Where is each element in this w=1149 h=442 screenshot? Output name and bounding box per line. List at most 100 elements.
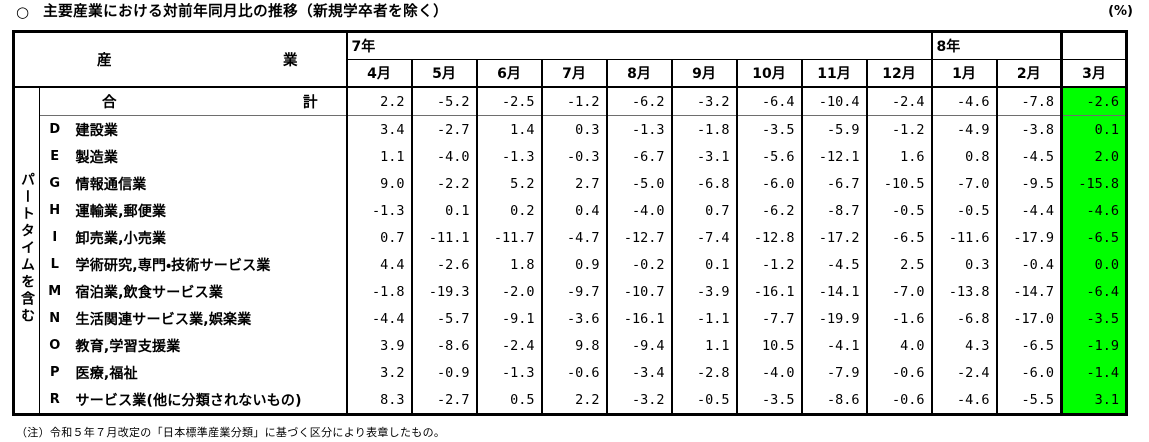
value-cell: -11.7 bbox=[475, 224, 542, 251]
month-header-row: 4月 5月 6月 7月 8月 9月 10月 11月 12月 1月 2月 3月 bbox=[14, 59, 1127, 88]
value-cell: -5.9 bbox=[800, 115, 867, 143]
industry-code: L bbox=[50, 257, 59, 272]
industry-code: R bbox=[49, 392, 60, 407]
total-label-left: 合 bbox=[102, 95, 117, 111]
industry-name: 卸売業,小売業 bbox=[75, 230, 167, 247]
value-cell: 4.3 bbox=[930, 332, 997, 359]
value-cell: -4.5 bbox=[995, 143, 1062, 170]
value-cell: -0.6 bbox=[540, 359, 607, 386]
value-cell: -9.5 bbox=[995, 170, 1062, 197]
industry-name: 建設業 bbox=[75, 122, 119, 139]
value-cell: 0.4 bbox=[540, 197, 607, 224]
value-cell: -12.7 bbox=[605, 224, 672, 251]
value-cell: -2.5 bbox=[475, 87, 542, 116]
value-cell: 10.5 bbox=[735, 332, 802, 359]
month-header: 6月 bbox=[475, 59, 542, 88]
industry-name: 製造業 bbox=[75, 149, 119, 166]
value-cell: -14.7 bbox=[995, 278, 1062, 305]
value-cell: -4.9 bbox=[930, 115, 997, 143]
value-cell: -19.3 bbox=[410, 278, 477, 305]
unit-label-percent: (%) bbox=[1108, 4, 1133, 19]
industry-name: 運輸業,郵便業 bbox=[75, 203, 167, 220]
industry-name: 生活関連サービス業,娯楽業 bbox=[75, 311, 252, 328]
title-text: 主要産業における対前年同月比の推移（新規学卒者を除く） bbox=[43, 4, 449, 20]
value-cell: 3.4 bbox=[345, 115, 412, 143]
value-cell-march: -1.9 bbox=[1060, 332, 1127, 359]
value-cell: 2.2 bbox=[540, 386, 607, 415]
value-cell: -16.1 bbox=[605, 305, 672, 332]
industry-row: M 宿泊業,飲食サービス業 -1.8 -19.3 -2.0 -9.7 -10.7 -3.9 -1… bbox=[14, 278, 1127, 305]
value-cell-march: -1.4 bbox=[1060, 359, 1127, 386]
value-cell: -1.2 bbox=[735, 251, 802, 278]
value-cell-march: -4.6 bbox=[1060, 197, 1127, 224]
value-cell: -4.7 bbox=[540, 224, 607, 251]
industry-name: 医療,福祉 bbox=[75, 365, 138, 382]
value-cell: -5.6 bbox=[735, 143, 802, 170]
industry-name: 情報通信業 bbox=[75, 176, 147, 193]
value-cell: -4.1 bbox=[800, 332, 867, 359]
value-cell-march: -2.6 bbox=[1060, 87, 1127, 116]
industry-column-header: 産 業 bbox=[13, 31, 347, 88]
value-cell-march: 2.0 bbox=[1060, 143, 1127, 170]
value-cell: -1.3 bbox=[605, 115, 672, 143]
value-cell-march: -6.4 bbox=[1060, 278, 1127, 305]
value-cell: -10.5 bbox=[865, 170, 932, 197]
value-cell: -9.7 bbox=[540, 278, 607, 305]
value-cell: -6.7 bbox=[800, 170, 867, 197]
side-label-including-part-time: パートタイムを含む bbox=[13, 87, 40, 415]
industry-row: G 情報通信業 9.0 -2.2 5.2 2.7 -5.0 -6.8 -6.0 -6.7 -10.5… bbox=[14, 170, 1127, 197]
industry-header-right: 業 bbox=[283, 53, 298, 69]
value-cell: 1.6 bbox=[865, 143, 932, 170]
value-cell: -7.0 bbox=[930, 170, 997, 197]
side-label-text: パートタイムを含む bbox=[19, 172, 35, 325]
industry-name: 宿泊業,飲食サービス業 bbox=[75, 284, 224, 301]
value-cell: 0.2 bbox=[475, 197, 542, 224]
value-cell: 9.0 bbox=[345, 170, 412, 197]
month-header: 12月 bbox=[865, 59, 932, 88]
value-cell: -3.9 bbox=[670, 278, 737, 305]
industry-row: E 製造業 1.1 -4.0 -1.3 -0.3 -6.7 -3.1 -5.6 -12.1 1.6 0… bbox=[14, 143, 1127, 170]
value-cell: -19.9 bbox=[800, 305, 867, 332]
value-cell: -5.7 bbox=[410, 305, 477, 332]
value-cell: 0.3 bbox=[930, 251, 997, 278]
value-cell: 4.4 bbox=[345, 251, 412, 278]
value-cell: -0.6 bbox=[865, 386, 932, 415]
total-row: パートタイムを含む合計 2.2 -5.2 -2.5 -1.2 -6.2 -3.2 -6.4 -1… bbox=[13, 87, 1127, 415]
industry-code: P bbox=[49, 365, 60, 380]
industry-row: D 建設業 3.4 -2.7 1.4 0.3 -1.3 -1.8 -3.5 -5.9 -1.2 -4.… bbox=[14, 115, 1127, 143]
value-cell: -17.9 bbox=[995, 224, 1062, 251]
value-cell: 1.8 bbox=[475, 251, 542, 278]
month-header: 4月 bbox=[345, 59, 412, 88]
value-cell: -2.4 bbox=[475, 332, 542, 359]
title-bullet-circle: ○ bbox=[16, 3, 30, 21]
value-cell: 2.5 bbox=[865, 251, 932, 278]
industry-code: O bbox=[49, 338, 61, 353]
industry-row: L 学術研究,専門・技術サービス業 4.4 -2.6 1.8 0.9 -0.2 0.1 -1.2… bbox=[14, 251, 1127, 278]
month-header: 9月 bbox=[670, 59, 737, 88]
value-cell: -3.2 bbox=[605, 386, 672, 415]
value-cell: -6.0 bbox=[995, 359, 1062, 386]
value-cell: -0.5 bbox=[670, 386, 737, 415]
table-header: 産 業 7年 8年 4月 5月 6月 7月 8月 9月 10月 11月 12月 … bbox=[13, 31, 1127, 88]
total-row-label: 合計 bbox=[39, 87, 347, 116]
industry-yoy-table: 産 業 7年 8年 4月 5月 6月 7月 8月 9月 10月 11月 12月 … bbox=[12, 30, 1128, 416]
value-cell: -4.6 bbox=[930, 87, 997, 116]
value-cell: 0.1 bbox=[410, 197, 477, 224]
industry-code: H bbox=[49, 203, 61, 218]
industry-code: D bbox=[49, 122, 61, 137]
month-header: 2月 bbox=[995, 59, 1062, 88]
value-cell: -6.2 bbox=[605, 87, 672, 116]
value-cell: -12.1 bbox=[800, 143, 867, 170]
value-cell: -1.1 bbox=[670, 305, 737, 332]
value-cell: 0.5 bbox=[475, 386, 542, 415]
value-cell: 4.0 bbox=[865, 332, 932, 359]
value-cell: -6.5 bbox=[865, 224, 932, 251]
value-cell: -1.8 bbox=[670, 115, 737, 143]
value-cell: -0.2 bbox=[605, 251, 672, 278]
industry-code: I bbox=[52, 230, 58, 245]
industry-code: G bbox=[49, 176, 61, 191]
value-cell: -17.0 bbox=[995, 305, 1062, 332]
value-cell-march: 0.0 bbox=[1060, 251, 1127, 278]
value-cell: -3.2 bbox=[670, 87, 737, 116]
value-cell: -1.2 bbox=[540, 87, 607, 116]
